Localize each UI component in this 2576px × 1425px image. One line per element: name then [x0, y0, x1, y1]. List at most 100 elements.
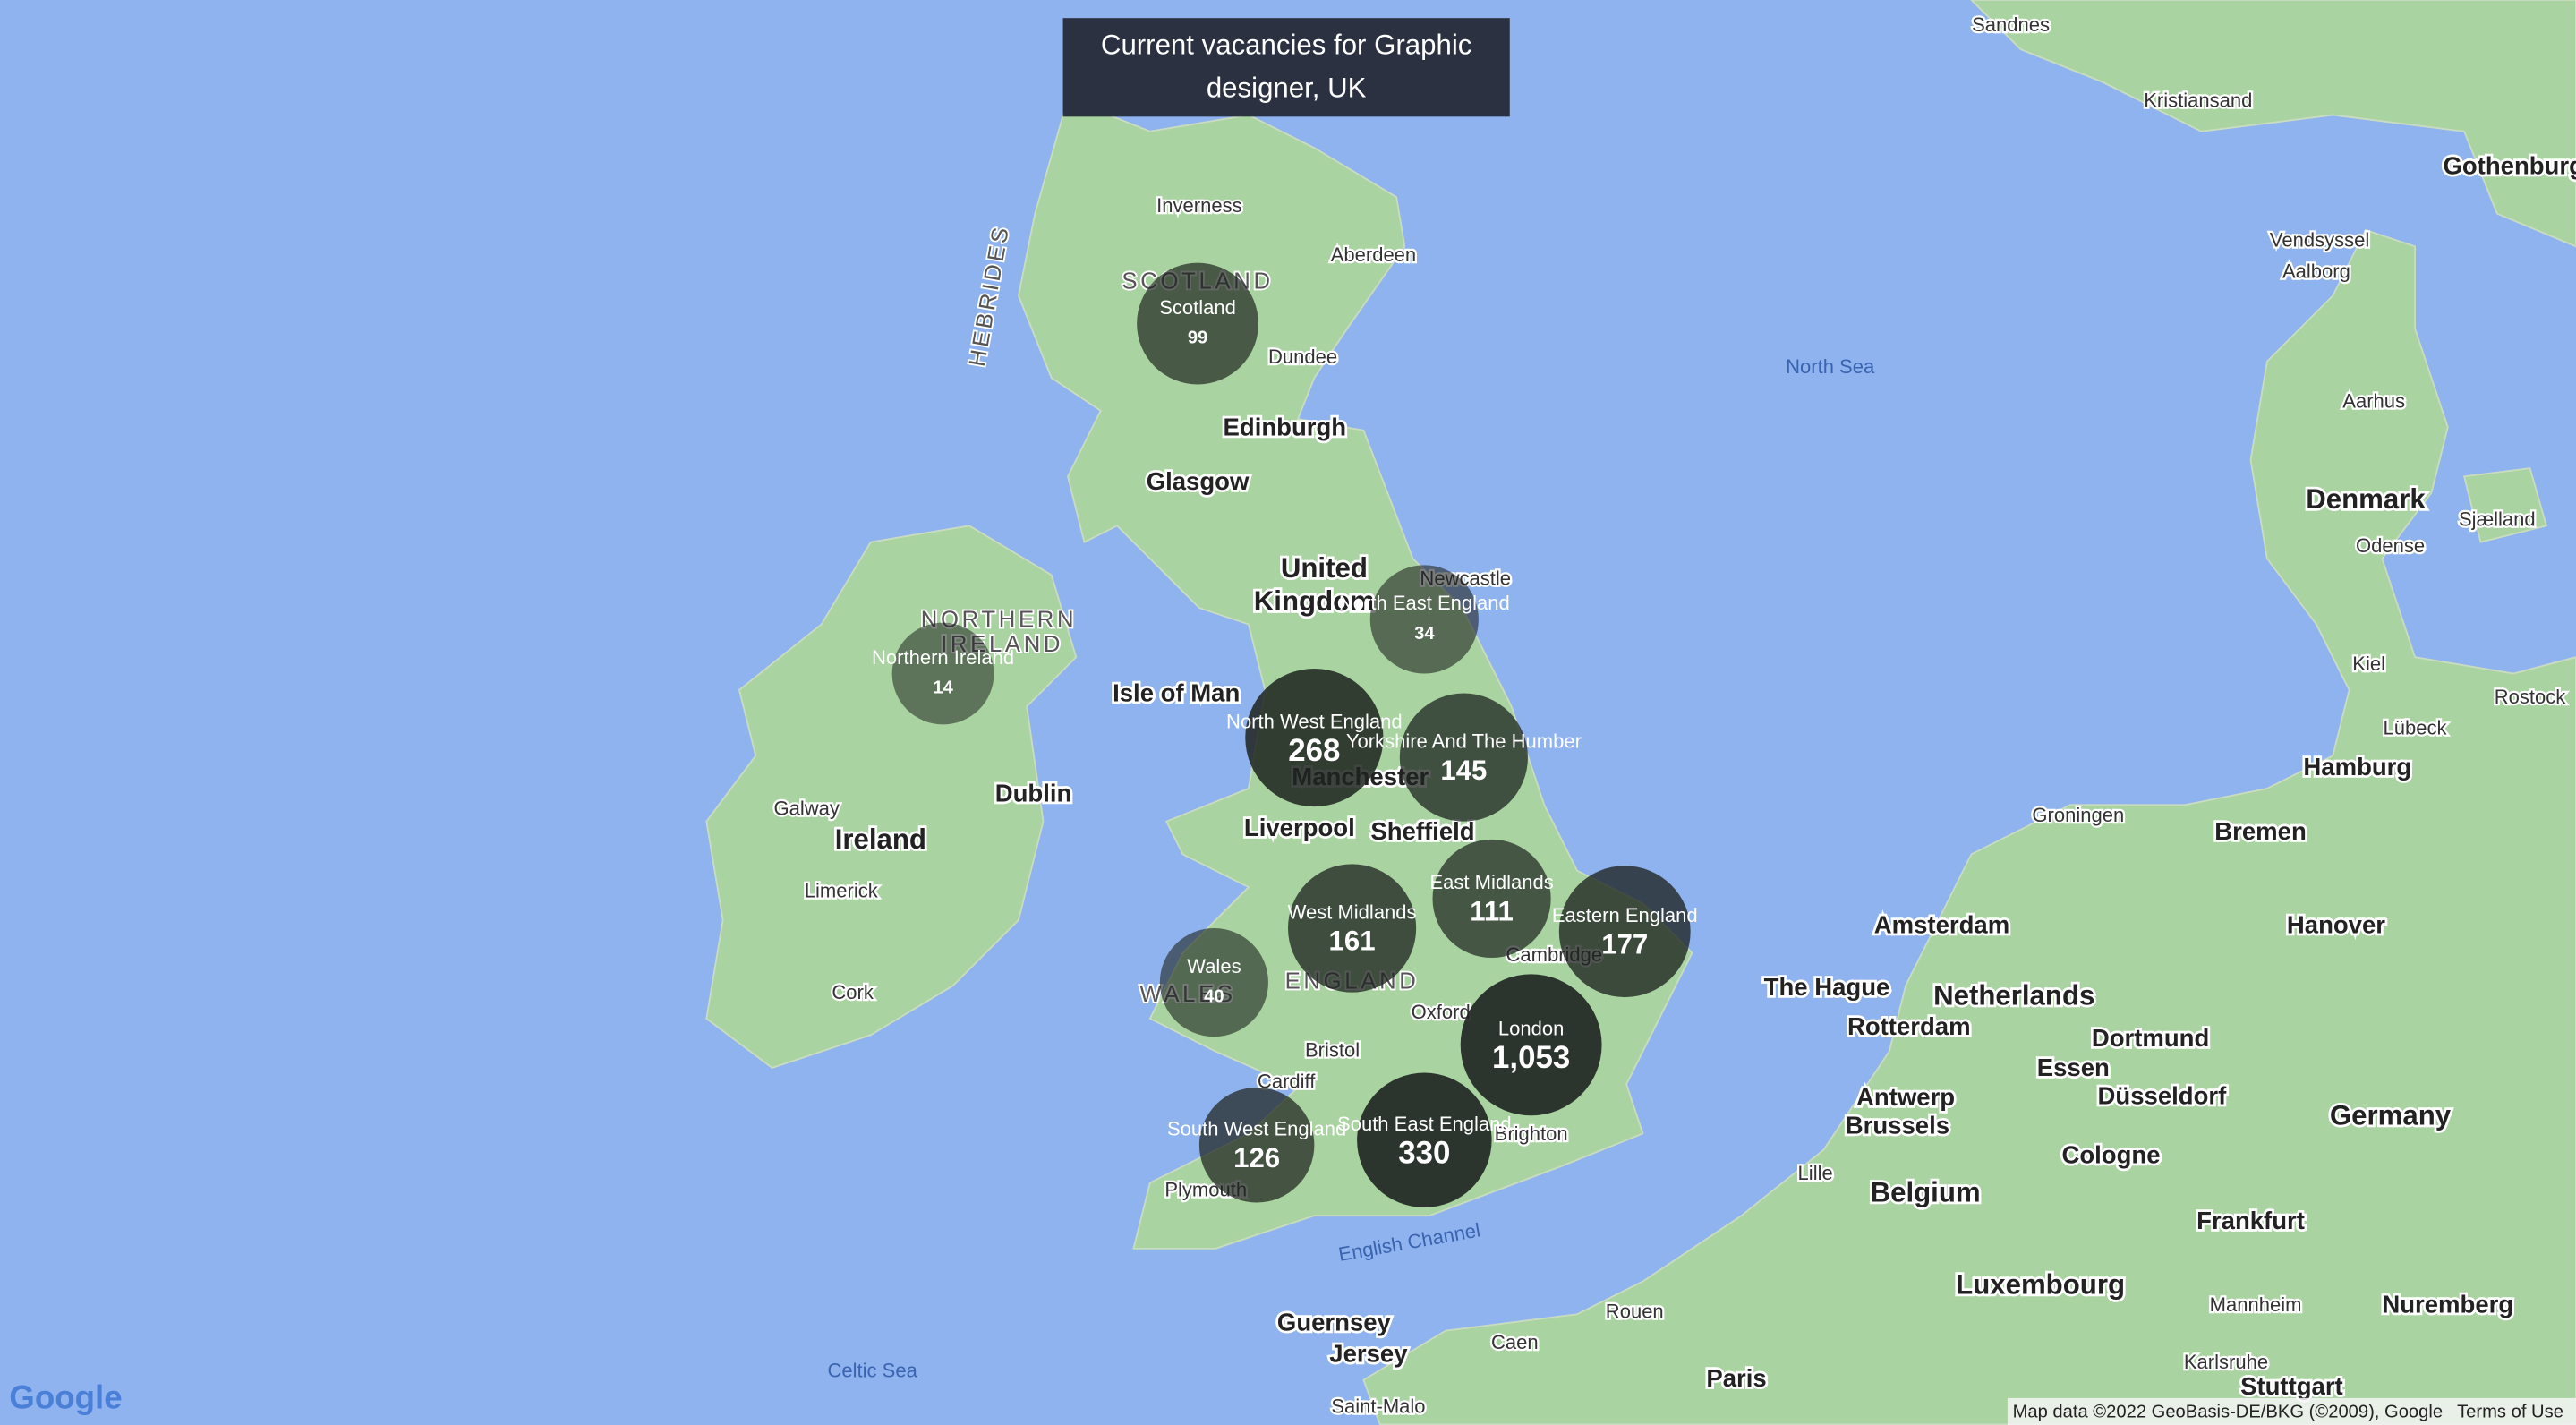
title-wrap: Current vacancies for Graphic designer, … [1100, 30, 1472, 104]
place-label: Lille [1798, 1162, 1833, 1184]
region-name: Eastern England [1552, 904, 1698, 926]
region-bubble[interactable] [1288, 864, 1417, 993]
region-bubble[interactable] [1198, 1088, 1315, 1203]
terms-link[interactable]: Terms of Use [2457, 1403, 2563, 1422]
place-label: Kiel [2352, 653, 2385, 675]
region-count: 40 [1204, 986, 1224, 1006]
region-count: 111 [1470, 896, 1514, 927]
title-box [1062, 18, 1510, 117]
place-label: Vendsyssel [2270, 229, 2369, 252]
place-label: Nuremberg [2382, 1290, 2513, 1318]
region-name: Yorkshire And The Humber [1346, 730, 1582, 752]
place-label: Dortmund [2092, 1024, 2209, 1052]
region-bubble[interactable] [1369, 565, 1479, 674]
region-bubble[interactable] [891, 622, 994, 725]
place-label: Denmark [2306, 483, 2426, 515]
region-count: 14 [933, 678, 953, 697]
place-label: Frankfurt [2196, 1207, 2305, 1234]
place-label: Netherlands [1933, 979, 2094, 1011]
region-name: North East England [1339, 592, 1510, 614]
region-name: East Midlands [1429, 871, 1553, 893]
place-label: Stuttgart [2240, 1372, 2343, 1400]
region-name: Northern Ireland [872, 646, 1014, 669]
place-label: Sjælland [2459, 508, 2536, 531]
region-bubble[interactable] [1558, 866, 1691, 998]
place-label: Cork [832, 981, 874, 1003]
attribution: Map data ©2022 GeoBasis-DE/BKG (©2009), … [2013, 1403, 2443, 1422]
region-count: 330 [1398, 1135, 1450, 1170]
place-label: Hamburg [2303, 753, 2411, 781]
region-name: West Midlands [1288, 900, 1417, 923]
place-label: Antwerp [1856, 1083, 1955, 1111]
place-label: Inverness [1156, 194, 1241, 217]
place-label: Aarhus [2342, 389, 2405, 412]
place-label: Amsterdam [1874, 910, 2009, 938]
place-label: Lübeck [2384, 717, 2448, 739]
place-label: United [1281, 552, 1368, 584]
place-label: Belgium [1871, 1177, 1981, 1208]
place-label: Sandnes [1972, 13, 2050, 36]
region-count: 177 [1601, 928, 1648, 960]
footer-bg [2007, 1397, 2576, 1425]
region-name: Wales [1187, 955, 1241, 977]
place-label: Oxford [1412, 1001, 1471, 1023]
place-label: Jersey [1329, 1339, 1408, 1367]
region-name: South West England [1167, 1118, 1346, 1140]
place-label: Karlsruhe [2184, 1351, 2268, 1373]
place-label: Düsseldorf [2098, 1081, 2228, 1109]
place-label: Isle of Man [1113, 679, 1240, 707]
region-bubble[interactable] [1432, 839, 1551, 959]
place-label: Odense [2356, 534, 2425, 557]
place-label: Edinburgh [1224, 413, 1347, 440]
title: Current vacancies for Graphic designer, … [1100, 30, 1472, 104]
place-label: Brighton [1495, 1122, 1568, 1145]
region-name: South East England [1337, 1113, 1512, 1135]
region-name: London [1498, 1018, 1564, 1040]
place-label: Saint-Malo [1331, 1395, 1425, 1418]
region-bubble[interactable] [1245, 668, 1384, 807]
region-bubble[interactable] [1399, 693, 1528, 822]
place-label: Mannheim [2210, 1293, 2302, 1316]
place-label: Dundee [1268, 346, 1337, 368]
place-label: Glasgow [1147, 467, 1250, 495]
place-label: Plymouth [1164, 1178, 1247, 1200]
region-count: 126 [1233, 1142, 1280, 1173]
place-label: Bristol [1305, 1038, 1360, 1061]
place-label: Cologne [2061, 1140, 2160, 1168]
region-bubble[interactable] [1357, 1072, 1492, 1207]
place-label: Aalborg [2282, 260, 2350, 282]
place-label: Germany [2330, 1099, 2452, 1131]
place-label: Luxembourg [1956, 1268, 2125, 1300]
place-label: Ireland [835, 823, 926, 855]
place-label: Bremen [2214, 817, 2306, 845]
place-label: North Sea [1786, 355, 1875, 378]
place-label: Rostock [2495, 686, 2567, 708]
place-label: Guernsey [1277, 1309, 1392, 1336]
europe [1362, 228, 2576, 1425]
place-label: Celtic Sea [827, 1359, 917, 1381]
region-count: 99 [1188, 328, 1207, 347]
place-label: Kingdom [1254, 585, 1375, 617]
place-label: Brussels [1846, 1111, 1949, 1139]
place-label: Rouen [1606, 1300, 1664, 1322]
region-count: 145 [1440, 755, 1487, 786]
region-bubble[interactable] [1137, 262, 1258, 385]
region-name: Scotland [1159, 296, 1236, 319]
place-label: Galway [774, 798, 840, 820]
place-label: Aberdeen [1331, 243, 1416, 266]
region-bubble[interactable] [1159, 927, 1268, 1037]
place-label: Hanover [2287, 910, 2385, 938]
place-label: Groningen [2032, 804, 2124, 826]
place-label: Limerick [805, 879, 879, 901]
place-label: Caen [1491, 1331, 1539, 1353]
place-label: Essen [2037, 1054, 2110, 1081]
region-name: North West England [1226, 710, 1403, 732]
region-count: 268 [1288, 733, 1340, 768]
place-label: Rotterdam [1847, 1012, 1971, 1040]
place-label: Kristiansand [2144, 90, 2252, 112]
region-bubble[interactable] [1460, 974, 1602, 1116]
zealand [2462, 467, 2548, 543]
region-count: 34 [1414, 624, 1435, 644]
